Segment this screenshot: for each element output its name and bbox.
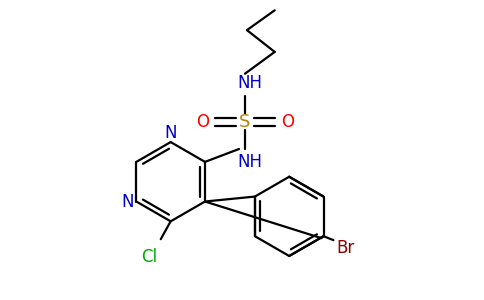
Text: Br: Br (336, 239, 354, 257)
Text: S: S (239, 113, 251, 131)
Text: N: N (165, 124, 177, 142)
Text: O: O (196, 113, 209, 131)
Text: O: O (281, 113, 294, 131)
Text: NH: NH (238, 74, 262, 92)
Text: NH: NH (238, 153, 262, 171)
Text: Cl: Cl (141, 248, 157, 266)
Text: N: N (121, 193, 134, 211)
